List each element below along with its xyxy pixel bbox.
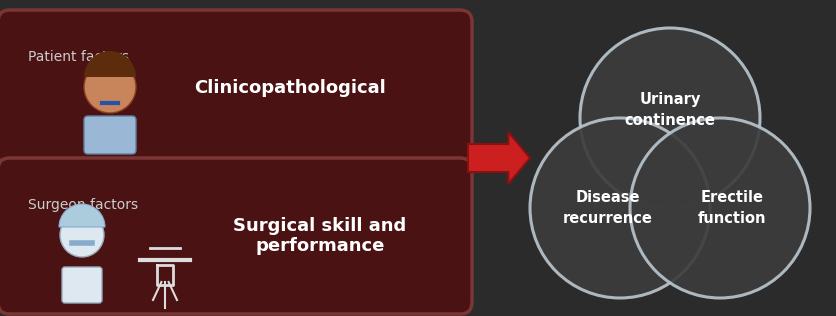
Circle shape bbox=[84, 61, 135, 113]
FancyBboxPatch shape bbox=[0, 10, 472, 166]
Wedge shape bbox=[84, 51, 135, 77]
FancyBboxPatch shape bbox=[84, 116, 135, 154]
Text: Erectile
function: Erectile function bbox=[697, 190, 765, 226]
Circle shape bbox=[60, 213, 104, 257]
Text: Urinary
continence: Urinary continence bbox=[624, 92, 715, 128]
Polygon shape bbox=[467, 132, 529, 184]
Text: Disease
recurrence: Disease recurrence bbox=[563, 190, 652, 226]
Text: Surgeon factors: Surgeon factors bbox=[28, 198, 138, 212]
FancyBboxPatch shape bbox=[62, 267, 102, 303]
FancyBboxPatch shape bbox=[0, 158, 472, 314]
Wedge shape bbox=[59, 204, 104, 227]
Text: Surgical skill and
performance: Surgical skill and performance bbox=[233, 216, 406, 255]
Text: Clinicopathological: Clinicopathological bbox=[194, 79, 385, 97]
Circle shape bbox=[529, 118, 709, 298]
Circle shape bbox=[630, 118, 809, 298]
Circle shape bbox=[579, 28, 759, 208]
Text: Patient factors: Patient factors bbox=[28, 50, 129, 64]
